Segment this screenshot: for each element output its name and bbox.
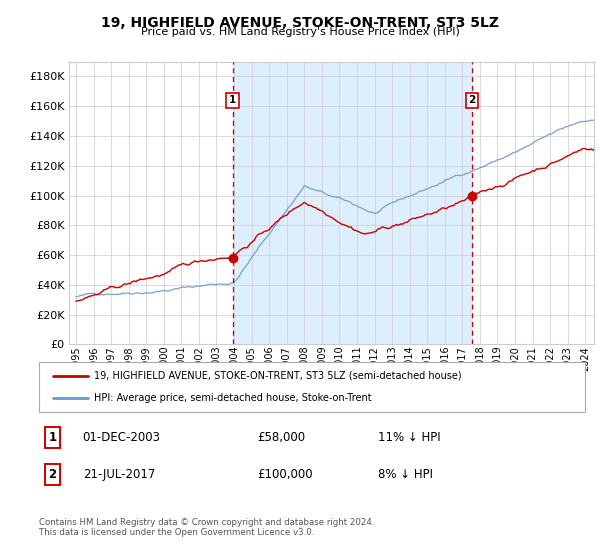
Text: 1: 1 [49,431,57,444]
Text: 01-DEC-2003: 01-DEC-2003 [83,431,161,444]
Text: Price paid vs. HM Land Registry's House Price Index (HPI): Price paid vs. HM Land Registry's House … [140,27,460,37]
Text: 11% ↓ HPI: 11% ↓ HPI [377,431,440,444]
Text: 2: 2 [49,468,57,481]
Text: HPI: Average price, semi-detached house, Stoke-on-Trent: HPI: Average price, semi-detached house,… [94,393,371,403]
Text: 1: 1 [229,95,236,105]
Text: 2: 2 [469,95,476,105]
Text: 8% ↓ HPI: 8% ↓ HPI [377,468,433,481]
Text: £58,000: £58,000 [257,431,305,444]
Text: Contains HM Land Registry data © Crown copyright and database right 2024.
This d: Contains HM Land Registry data © Crown c… [39,518,374,538]
Text: 19, HIGHFIELD AVENUE, STOKE-ON-TRENT, ST3 5LZ (semi-detached house): 19, HIGHFIELD AVENUE, STOKE-ON-TRENT, ST… [94,371,461,381]
Bar [233,62,472,344]
FancyBboxPatch shape [39,362,585,412]
Text: £100,000: £100,000 [257,468,313,481]
Text: 19, HIGHFIELD AVENUE, STOKE-ON-TRENT, ST3 5LZ: 19, HIGHFIELD AVENUE, STOKE-ON-TRENT, ST… [101,16,499,30]
Text: 21-JUL-2017: 21-JUL-2017 [83,468,155,481]
